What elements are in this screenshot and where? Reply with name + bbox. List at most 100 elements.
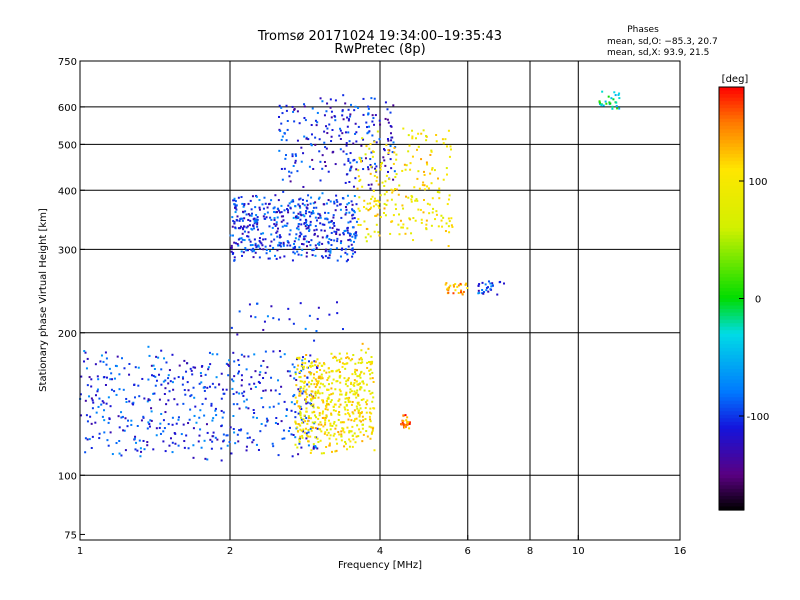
data-point (245, 398, 248, 401)
y-tick-label: 750 (58, 57, 77, 68)
data-point (346, 253, 349, 256)
data-point (325, 125, 328, 128)
data-point (328, 419, 331, 422)
data-point (169, 380, 172, 383)
data-point (393, 188, 396, 191)
data-point (345, 153, 348, 156)
data-point (349, 391, 352, 394)
data-point (420, 218, 423, 221)
data-point (350, 103, 353, 106)
data-point (361, 427, 364, 430)
data-point (417, 145, 420, 148)
data-point (484, 283, 487, 286)
data-point (405, 164, 408, 167)
data-point (116, 355, 119, 358)
data-point (305, 388, 308, 391)
data-point (287, 307, 290, 310)
data-point (356, 424, 359, 427)
data-point (353, 384, 356, 387)
data-point (423, 184, 426, 187)
data-point (290, 433, 293, 436)
data-point (140, 450, 143, 453)
data-point (312, 376, 315, 379)
data-point (341, 421, 344, 424)
data-point (220, 372, 223, 375)
data-point (441, 138, 444, 141)
data-point (352, 383, 355, 386)
data-point (305, 402, 308, 405)
data-point (362, 113, 365, 116)
data-point (84, 399, 87, 402)
data-point (236, 243, 239, 246)
data-point (367, 168, 370, 171)
data-point (309, 354, 312, 357)
data-point (331, 128, 334, 131)
colorbar-segment (719, 136, 744, 141)
data-points (79, 90, 621, 462)
data-point (307, 138, 310, 141)
data-point (123, 367, 126, 370)
data-point (291, 153, 294, 156)
colorbar-segment (719, 164, 744, 169)
data-point (354, 441, 357, 444)
data-point (296, 250, 299, 253)
data-point (167, 423, 170, 426)
data-point (347, 157, 350, 160)
data-point (214, 386, 217, 389)
data-point (321, 100, 324, 103)
data-point (406, 227, 409, 230)
data-point (369, 187, 372, 190)
data-point (272, 207, 275, 210)
data-point (357, 435, 360, 438)
data-point (425, 134, 428, 137)
data-point (319, 222, 322, 225)
data-point (147, 399, 150, 402)
data-point (371, 150, 374, 153)
data-point (426, 163, 429, 166)
data-point (297, 238, 300, 241)
data-point (610, 97, 613, 100)
data-point (238, 227, 241, 230)
data-point (269, 244, 272, 247)
data-point (372, 380, 375, 383)
data-point (246, 437, 249, 440)
data-point (314, 427, 317, 430)
data-point (335, 232, 338, 235)
data-point (241, 210, 244, 213)
data-point (348, 181, 351, 184)
data-point (349, 113, 352, 116)
data-point (478, 283, 481, 286)
data-point (317, 423, 320, 426)
data-point (368, 369, 371, 372)
data-point (268, 406, 271, 409)
data-point (303, 381, 306, 384)
data-point (251, 228, 254, 231)
data-point (334, 163, 337, 166)
data-point (435, 140, 438, 143)
data-point (222, 433, 225, 436)
data-point (330, 352, 333, 355)
data-point (103, 376, 106, 379)
data-point (371, 391, 374, 394)
data-point (337, 418, 340, 421)
data-point (316, 427, 319, 430)
data-point (243, 355, 246, 358)
data-point (393, 146, 396, 149)
data-point (337, 399, 340, 402)
data-point (299, 380, 302, 383)
data-point (324, 404, 327, 407)
data-point (358, 404, 361, 407)
data-point (398, 233, 401, 236)
data-point (307, 440, 310, 443)
data-point (319, 179, 322, 182)
data-point (258, 208, 261, 211)
data-point (164, 450, 167, 453)
data-point (324, 211, 327, 214)
data-point (298, 438, 301, 441)
data-point (341, 109, 344, 112)
data-point (401, 226, 404, 229)
data-point (282, 215, 285, 218)
data-point (233, 197, 236, 200)
data-point (391, 151, 394, 154)
